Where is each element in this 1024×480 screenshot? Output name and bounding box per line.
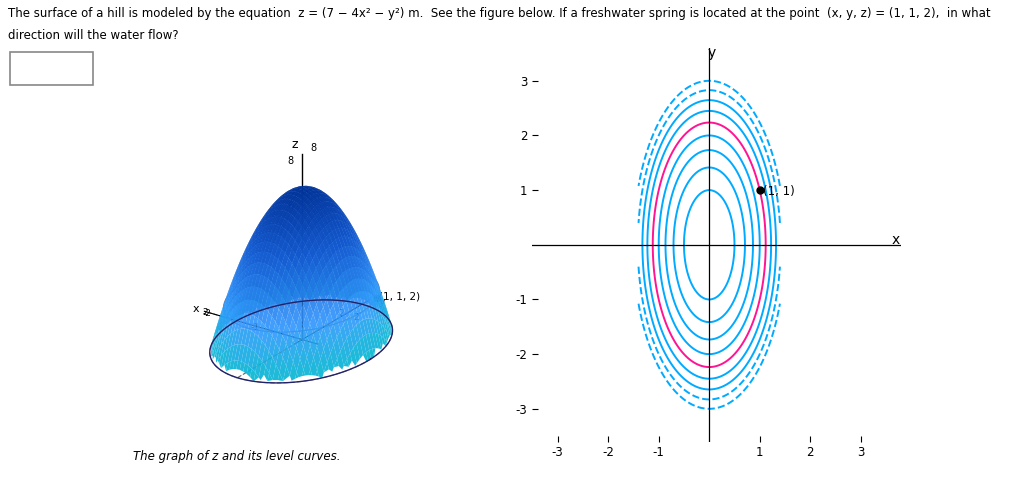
Text: The graph of z and its level curves.: The graph of z and its level curves.: [133, 450, 341, 463]
Text: direction will the water flow?: direction will the water flow?: [8, 29, 179, 42]
Text: (1, 1): (1, 1): [763, 184, 795, 197]
Text: The surface of a hill is modeled by the equation  z = (7 − 4x² − y²) m.  See the: The surface of a hill is modeled by the …: [8, 7, 991, 20]
Text: x: x: [892, 233, 900, 247]
Text: y: y: [708, 47, 716, 60]
